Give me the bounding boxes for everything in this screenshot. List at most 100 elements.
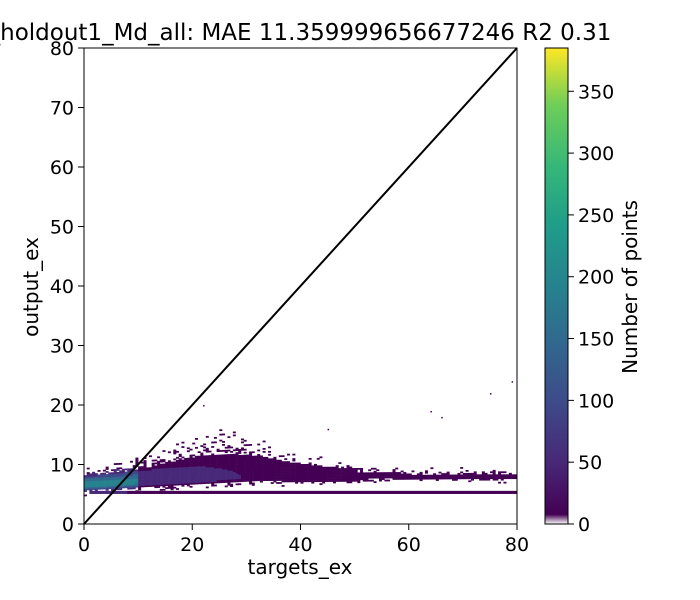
heatmap-cell (392, 472, 396, 474)
identity-line (83, 47, 518, 525)
heatmap-cell (268, 462, 272, 465)
heatmap-cell (178, 483, 182, 486)
heatmap-cell (284, 470, 288, 472)
heatmap-cell (105, 479, 109, 482)
heatmap-cell (189, 482, 193, 485)
heatmap-cell (84, 482, 88, 485)
heatmap-cell (314, 475, 318, 478)
heatmap-cell (470, 492, 474, 494)
heatmap-cell (89, 479, 93, 482)
heatmap-cell (343, 475, 347, 478)
heatmap-cell (338, 469, 342, 472)
heatmap-cell (211, 469, 215, 472)
heatmap-cell (349, 475, 353, 478)
heatmap-cell (303, 469, 307, 472)
heatmap-cell (295, 492, 299, 494)
heatmap-cell (327, 478, 331, 481)
heatmap-cell (319, 469, 323, 472)
heatmap-cell (200, 470, 204, 473)
heatmap-cell (259, 467, 263, 470)
heatmap-cell (295, 474, 299, 477)
heatmap-cell (105, 492, 109, 494)
heatmap-cell (232, 468, 236, 471)
heatmap-cell (281, 462, 285, 465)
heatmap-cell (365, 492, 369, 494)
heatmap-cell (227, 492, 231, 494)
heatmap-cell (314, 478, 318, 481)
heatmap-cell (484, 477, 488, 480)
heatmap-cell (292, 467, 296, 469)
heatmap-cell (284, 476, 288, 478)
heatmap-cell (259, 459, 263, 462)
heatmap-cell (295, 490, 299, 493)
y-tick-label: 60 (50, 157, 74, 179)
heatmap-cell (230, 458, 234, 461)
heatmap-cell (89, 485, 93, 488)
heatmap-cell (132, 475, 136, 478)
heatmap-cell (181, 492, 185, 494)
heatmap-cell (311, 471, 315, 474)
heatmap-cell (511, 490, 515, 493)
heatmap-cell (370, 490, 374, 493)
heatmap-cell (489, 471, 493, 474)
heatmap-cell (249, 467, 253, 470)
heatmap-cell (146, 477, 150, 480)
heatmap-cell (460, 471, 464, 474)
heatmap-cell (251, 460, 255, 463)
heatmap-cell (211, 441, 215, 444)
heatmap-cell (132, 487, 136, 490)
heatmap-cell (289, 468, 293, 471)
heatmap-cell (94, 488, 98, 490)
heatmap-cell (111, 478, 115, 481)
heatmap-cell (205, 462, 209, 465)
heatmap-cell (389, 475, 393, 477)
heatmap-cell (219, 433, 223, 436)
heatmap-cell (224, 457, 228, 460)
heatmap-cell (100, 472, 104, 475)
heatmap-cell (284, 490, 288, 493)
heatmap-cell (146, 485, 150, 488)
heatmap-cell (132, 490, 136, 493)
heatmap-cell (216, 471, 220, 473)
heatmap-cell (211, 472, 215, 475)
heatmap-cell (94, 482, 98, 484)
heatmap-cell (249, 461, 253, 464)
heatmap-cell (240, 492, 244, 494)
heatmap-cell (227, 479, 231, 482)
heatmap-cell (403, 473, 407, 476)
heatmap-cell (443, 476, 447, 478)
heatmap-cell (406, 473, 410, 476)
heatmap-cell (297, 467, 301, 469)
heatmap-cell (332, 474, 336, 476)
heatmap-cell (151, 467, 155, 469)
heatmap-cell (173, 452, 177, 455)
heatmap-cell (97, 480, 101, 483)
heatmap-cell (176, 450, 180, 453)
heatmap-cell (200, 468, 204, 471)
heatmap-cell (243, 465, 247, 467)
heatmap-cell (208, 461, 212, 463)
heatmap-cell (368, 476, 372, 479)
heatmap-cell (452, 479, 456, 481)
heatmap-cell (86, 479, 90, 482)
heatmap-cell (205, 461, 209, 464)
heatmap-cell (454, 492, 458, 494)
heatmap-cell (265, 459, 269, 462)
heatmap-cell (259, 464, 263, 467)
heatmap-cell (292, 459, 296, 462)
heatmap-cell (92, 483, 96, 486)
heatmap-cell (170, 473, 174, 476)
heatmap-cell (492, 475, 496, 478)
heatmap-cell (351, 468, 355, 470)
heatmap-cell (132, 471, 136, 473)
heatmap-cell (143, 492, 147, 494)
heatmap-cell (257, 443, 261, 446)
heatmap-cell (167, 485, 171, 488)
heatmap-cell (173, 479, 177, 482)
heatmap-cell (257, 477, 261, 480)
heatmap-cell (235, 492, 239, 494)
heatmap-cell (111, 473, 115, 476)
heatmap-cell (284, 467, 288, 469)
heatmap-cell (216, 450, 220, 453)
